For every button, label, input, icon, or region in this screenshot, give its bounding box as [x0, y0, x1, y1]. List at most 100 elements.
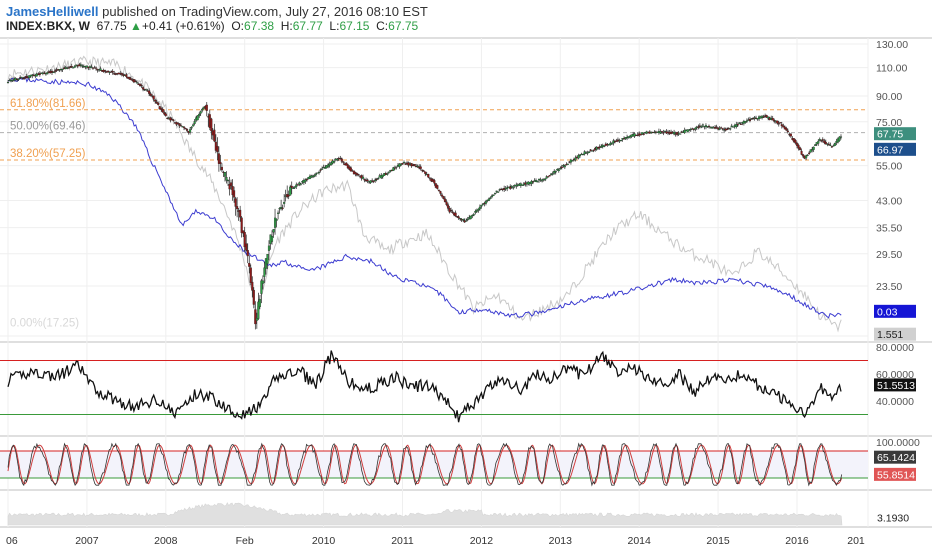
candle-body: [161, 109, 164, 113]
candle-body: [603, 145, 606, 147]
candle: [217, 146, 220, 172]
candle-body: [38, 73, 41, 75]
candle-body: [797, 144, 800, 149]
price-tag-bg: [874, 450, 916, 464]
candle-body: [497, 191, 500, 193]
candle: [292, 186, 295, 190]
candle-body: [436, 185, 439, 189]
candle-body: [440, 194, 443, 197]
candle: [319, 168, 322, 173]
candle: [481, 203, 484, 206]
candle: [88, 65, 91, 71]
candle-body: [800, 150, 803, 155]
candle-body: [805, 155, 808, 159]
candle-body: [544, 178, 547, 181]
candle-body: [178, 123, 181, 126]
candle: [72, 67, 75, 69]
candle-body: [79, 64, 82, 66]
fib-level-label: 50.00%(69.46): [10, 121, 86, 133]
candle-body: [182, 126, 186, 128]
candle: [544, 177, 547, 182]
candle: [419, 164, 422, 171]
candle-body: [360, 175, 363, 179]
candle-body: [245, 243, 248, 251]
candle: [140, 83, 143, 89]
candle: [295, 182, 298, 189]
candle: [129, 76, 132, 81]
candle: [360, 174, 363, 181]
candle: [833, 142, 836, 146]
candle-body: [639, 133, 642, 136]
candle: [280, 199, 283, 211]
price-tag: 0.03: [874, 304, 916, 318]
candle-body: [316, 172, 319, 174]
candle-body: [339, 157, 342, 160]
candle: [107, 70, 110, 73]
candle-body: [258, 298, 261, 308]
candle-body: [578, 154, 582, 157]
candle-body: [765, 115, 768, 118]
candle: [422, 169, 425, 172]
rsi-line: [7, 350, 842, 423]
candle-body: [125, 74, 128, 77]
candle: [519, 182, 522, 188]
candle: [471, 214, 474, 219]
candle-body: [471, 214, 474, 217]
candle: [539, 177, 542, 182]
candle-body: [251, 281, 254, 291]
candle-body: [686, 129, 689, 132]
time-axis[interactable]: 06 2007 2008 Feb 2010 2011 2012 2013 2014 2015 201…: [6, 535, 865, 547]
candle-body: [273, 217, 277, 228]
candle-body: [369, 180, 372, 183]
candle-body: [295, 184, 298, 187]
candle-body: [196, 115, 199, 121]
candle-body: [721, 128, 724, 130]
candle: [729, 127, 732, 131]
candle-body: [592, 149, 595, 151]
candle: [196, 115, 199, 121]
candle-body: [346, 164, 349, 169]
candle-body: [260, 280, 263, 294]
candle-body: [287, 194, 290, 197]
candle: [170, 117, 173, 121]
candle-body: [591, 150, 594, 152]
candle-body: [372, 180, 375, 182]
candle: [720, 126, 723, 129]
candle-body: [386, 173, 389, 175]
candle: [489, 196, 492, 200]
candle-body: [536, 181, 539, 183]
candle-body: [548, 175, 551, 177]
candle-body: [692, 128, 695, 130]
candle: [149, 92, 152, 97]
price-tag: 1.551: [874, 327, 916, 341]
candle: [820, 139, 823, 143]
price-axis-label: 90.00: [876, 91, 902, 103]
candle: [829, 142, 832, 146]
candle: [393, 165, 396, 171]
candle: [670, 129, 673, 135]
candle: [70, 63, 73, 69]
candle-body: [290, 185, 293, 188]
candle: [96, 68, 99, 73]
candle-body: [679, 133, 682, 135]
candle: [446, 202, 450, 211]
candle-body: [220, 166, 223, 171]
close-label: C:: [376, 19, 389, 33]
candle: [138, 83, 142, 87]
symbol-label[interactable]: INDEX:BKX, W: [6, 19, 90, 33]
candle: [263, 261, 266, 284]
candle-body: [104, 70, 107, 72]
candle: [735, 121, 738, 129]
candle: [304, 178, 307, 184]
candle-body: [832, 145, 835, 147]
candle-body: [234, 198, 237, 207]
candle: [413, 164, 416, 167]
time-axis-label: 2008: [154, 535, 178, 547]
author-link[interactable]: JamesHelliwell: [6, 4, 99, 19]
candle: [601, 143, 604, 149]
candle-body: [305, 179, 308, 181]
candle: [808, 151, 811, 155]
low-label: L:: [329, 19, 340, 33]
candle: [216, 137, 219, 161]
